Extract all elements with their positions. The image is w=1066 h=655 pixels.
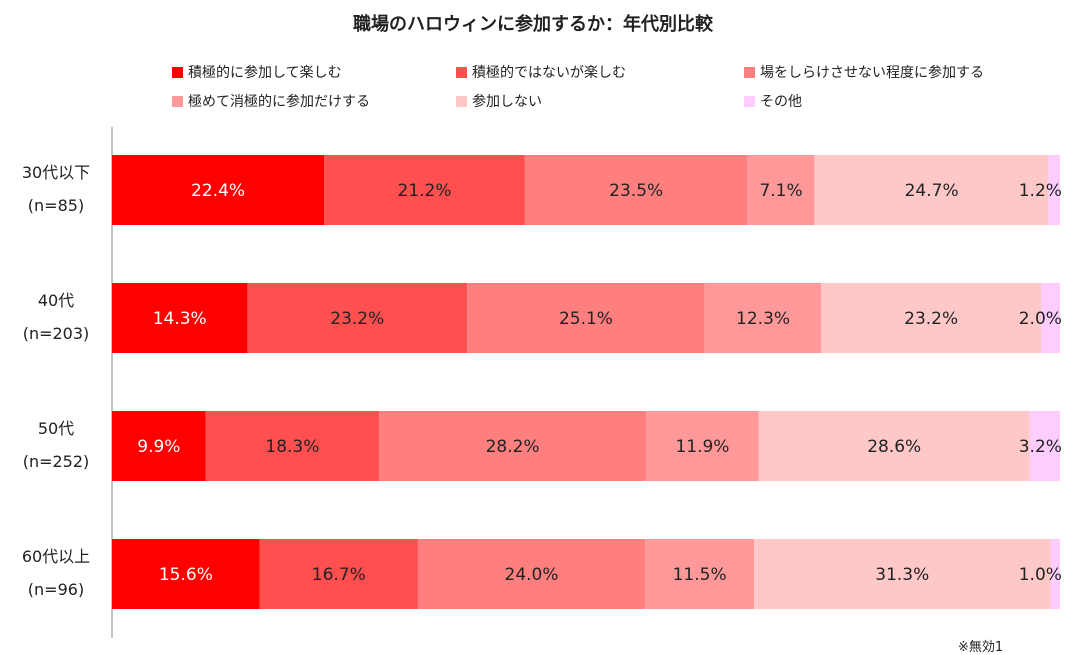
legend-item: 積極的に参加して楽しむ [172, 62, 342, 82]
bar-segment [646, 411, 759, 481]
category-label: 60代以上 [22, 547, 90, 566]
bar-segment [112, 411, 206, 481]
data-label: 16.7% [312, 565, 366, 585]
bar-segment [704, 283, 822, 353]
data-label: 11.5% [673, 565, 727, 585]
bar-segment [467, 283, 705, 353]
legend-label: 極めて消極的に参加だけする [188, 94, 370, 110]
category-label: 30代以下 [22, 163, 90, 182]
legend-label: その他 [760, 94, 802, 110]
legend-swatch [744, 95, 755, 107]
category-sample-size: (n=96) [28, 580, 84, 599]
category-sample-size: (n=252) [23, 452, 90, 471]
data-label: 28.2% [486, 437, 540, 457]
data-label: 2.0% [1019, 309, 1062, 329]
bar-segment [758, 411, 1030, 481]
data-label: 22.4% [191, 181, 245, 201]
bar-segment [247, 283, 468, 353]
data-label: 11.9% [675, 437, 729, 457]
legend-label: 場をしらけさせない程度に参加する [760, 65, 984, 81]
legend-swatch [172, 66, 183, 78]
bar-segment [1048, 155, 1060, 225]
data-label: 23.2% [330, 309, 384, 329]
bar-segment [324, 155, 525, 225]
data-label: 12.3% [736, 309, 790, 329]
data-label: 31.3% [875, 565, 929, 585]
category-label: 50代 [38, 419, 74, 438]
bar-segment [379, 411, 647, 481]
bar-segment [417, 539, 646, 609]
legend-label: 参加しない [472, 94, 542, 110]
category-sample-size: (n=203) [23, 324, 90, 343]
data-label: 28.6% [867, 437, 921, 457]
data-label: 18.3% [265, 437, 319, 457]
chart-title: 職場のハロウィンに参加するか：年代別比較 [353, 14, 713, 35]
data-label: 1.0% [1019, 565, 1062, 585]
data-label: 24.7% [905, 181, 959, 201]
legend-item: 積極的ではないが楽しむ [456, 62, 626, 82]
data-label: 21.2% [398, 181, 452, 201]
legend-swatch [172, 95, 183, 107]
legend-swatch [744, 66, 755, 78]
legend-label: 積極的に参加して楽しむ [188, 65, 342, 81]
legend-item: 場をしらけさせない程度に参加する [744, 62, 984, 82]
legend-label: 積極的ではないが楽しむ [472, 65, 626, 81]
bar-segment [1029, 411, 1060, 481]
bar-segment [645, 539, 755, 609]
data-label: 9.9% [137, 437, 180, 457]
category-label: 40代 [38, 291, 74, 310]
bar-segment [747, 155, 815, 225]
data-label: 23.5% [609, 181, 663, 201]
legend-swatch [456, 95, 467, 107]
bar-segment [112, 155, 325, 225]
legend-swatch [456, 66, 467, 78]
bar-segment [814, 155, 1049, 225]
data-label: 24.0% [505, 565, 559, 585]
data-label: 3.2% [1019, 437, 1062, 457]
bar-segment [1041, 283, 1060, 353]
data-label: 23.2% [904, 309, 958, 329]
bar-segment [259, 539, 418, 609]
category-sample-size: (n=85) [28, 196, 84, 215]
bar-segment [112, 539, 260, 609]
data-label: 7.1% [759, 181, 802, 201]
bar-segment [112, 283, 248, 353]
data-label: 14.3% [153, 309, 207, 329]
legend-item: 参加しない [456, 91, 542, 111]
bar-segment [1050, 539, 1060, 609]
legend-item: 極めて消極的に参加だけする [172, 91, 370, 111]
legend-item: その他 [744, 91, 802, 111]
bar-segment [754, 539, 1051, 609]
data-label: 25.1% [559, 309, 613, 329]
bar-segment [205, 411, 380, 481]
data-label: 15.6% [159, 565, 213, 585]
bar-segment [821, 283, 1042, 353]
data-label: 1.2% [1019, 181, 1062, 201]
footnote: ※無効1 [958, 640, 1004, 655]
bar-segment [524, 155, 748, 225]
